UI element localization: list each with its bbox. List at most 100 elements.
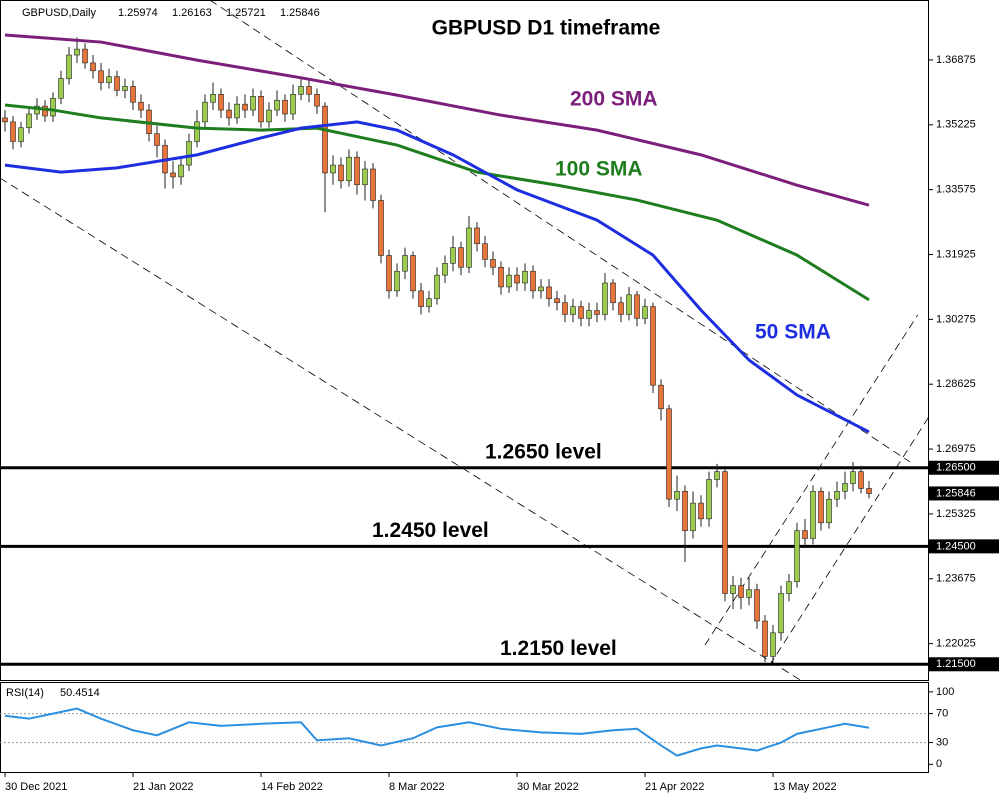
candle-body: [458, 247, 464, 268]
candle-body: [122, 86, 128, 91]
y-tick-label: 1.33575: [936, 184, 976, 196]
candle-body: [282, 99, 288, 115]
candle-body: [626, 294, 632, 315]
candle-body: [106, 76, 112, 83]
y-tick-label: 1.31925: [936, 248, 976, 260]
y-tick-label: 1.30275: [936, 313, 976, 325]
candle-body: [666, 408, 672, 500]
header-close: 1.25846: [280, 7, 320, 19]
candle-body: [74, 48, 80, 56]
level-label: 1.2650 level: [485, 440, 602, 463]
candle-body: [410, 255, 416, 292]
x-tick-label: 8 Mar 2022: [389, 781, 445, 793]
main-frame: [0, 0, 929, 681]
candle-body: [18, 127, 24, 142]
candle-body: [426, 298, 432, 307]
level-tag-box: [929, 460, 999, 475]
series-line: [4, 707, 870, 757]
candle-body: [554, 298, 560, 303]
candle-body: [674, 491, 680, 500]
rsi-tick-label: 30: [936, 736, 948, 748]
candle-body: [58, 78, 64, 99]
header-low: 1.25721: [226, 7, 266, 19]
rsi-tick-label: 100: [936, 686, 954, 698]
sma-label: 100 SMA: [555, 158, 643, 181]
candle-body: [306, 86, 312, 95]
candle-body: [562, 302, 568, 315]
rsi-name: RSI(14): [6, 687, 44, 699]
rsi-tick-label: 70: [936, 708, 948, 720]
candle-body: [578, 306, 584, 319]
y-tick-label: 1.28625: [936, 378, 976, 390]
x-tick-label: 30 Dec 2021: [5, 781, 67, 793]
candle-body: [778, 593, 784, 634]
candle-body: [2, 117, 8, 123]
candle-body: [530, 270, 536, 292]
candle-body: [202, 101, 208, 123]
candle-body: [618, 302, 624, 315]
series-line: [4, 120, 870, 434]
candle-body: [658, 384, 664, 410]
candle-body: [506, 274, 512, 288]
candle-body: [66, 54, 72, 79]
rsi-value: 50.4514: [60, 687, 100, 699]
candle-body: [218, 94, 224, 111]
candle-body: [442, 263, 448, 276]
level-tag: 1.26500: [936, 462, 976, 474]
candle-body: [602, 282, 608, 315]
candle-body: [314, 94, 320, 107]
x-tick-label: 21 Apr 2022: [645, 781, 704, 793]
candle-body: [434, 274, 440, 300]
candle-body: [682, 491, 688, 531]
candle-body: [338, 164, 344, 182]
trendline: [769, 417, 929, 666]
candle-body: [90, 62, 96, 72]
rsi-frame: [0, 682, 929, 773]
candle-body: [746, 589, 752, 598]
candle-body: [98, 70, 104, 83]
candle-body: [730, 585, 736, 594]
candle-body: [114, 76, 120, 91]
candle-body: [178, 164, 184, 178]
candle-body: [194, 121, 200, 142]
candle-body: [522, 270, 528, 284]
candle-body: [498, 266, 504, 288]
chart-title: GBPUSD D1 timeframe: [432, 17, 661, 40]
level-label: 1.2450 level: [372, 519, 489, 542]
header-high: 1.26163: [172, 7, 212, 19]
candle-body: [818, 491, 824, 524]
candle-body: [138, 101, 144, 111]
candle-body: [834, 491, 840, 500]
rsi-tick-label: 0: [936, 758, 942, 770]
candle-body: [858, 471, 864, 489]
candle-body: [50, 97, 56, 117]
sma-label: 200 SMA: [570, 88, 658, 111]
x-tick-label: 14 Feb 2022: [261, 781, 323, 793]
candle-body: [482, 243, 488, 260]
y-tick-label: 1.22025: [936, 638, 976, 650]
candle-body: [370, 168, 376, 201]
candle-body: [82, 48, 88, 64]
header-open: 1.25974: [118, 7, 158, 19]
candle-body: [330, 164, 336, 174]
candle-body: [362, 168, 368, 186]
candle-body: [402, 255, 408, 272]
candle-body: [250, 96, 256, 111]
candle-body: [154, 133, 160, 146]
candle-body: [322, 105, 328, 174]
candle-body: [298, 86, 304, 95]
sma-label: 50 SMA: [755, 321, 831, 344]
x-tick-label: 13 May 2022: [773, 781, 837, 793]
level-label: 1.2150 level: [500, 637, 617, 660]
candle-body: [754, 589, 760, 622]
y-tick-label: 1.35225: [936, 119, 976, 131]
candle-body: [274, 99, 280, 111]
candle-body: [786, 581, 792, 594]
y-tick-label: 1.36875: [936, 54, 976, 66]
candle-body: [594, 310, 600, 315]
candle-body: [650, 306, 656, 386]
candle-body: [42, 105, 48, 117]
candle-body: [698, 502, 704, 520]
